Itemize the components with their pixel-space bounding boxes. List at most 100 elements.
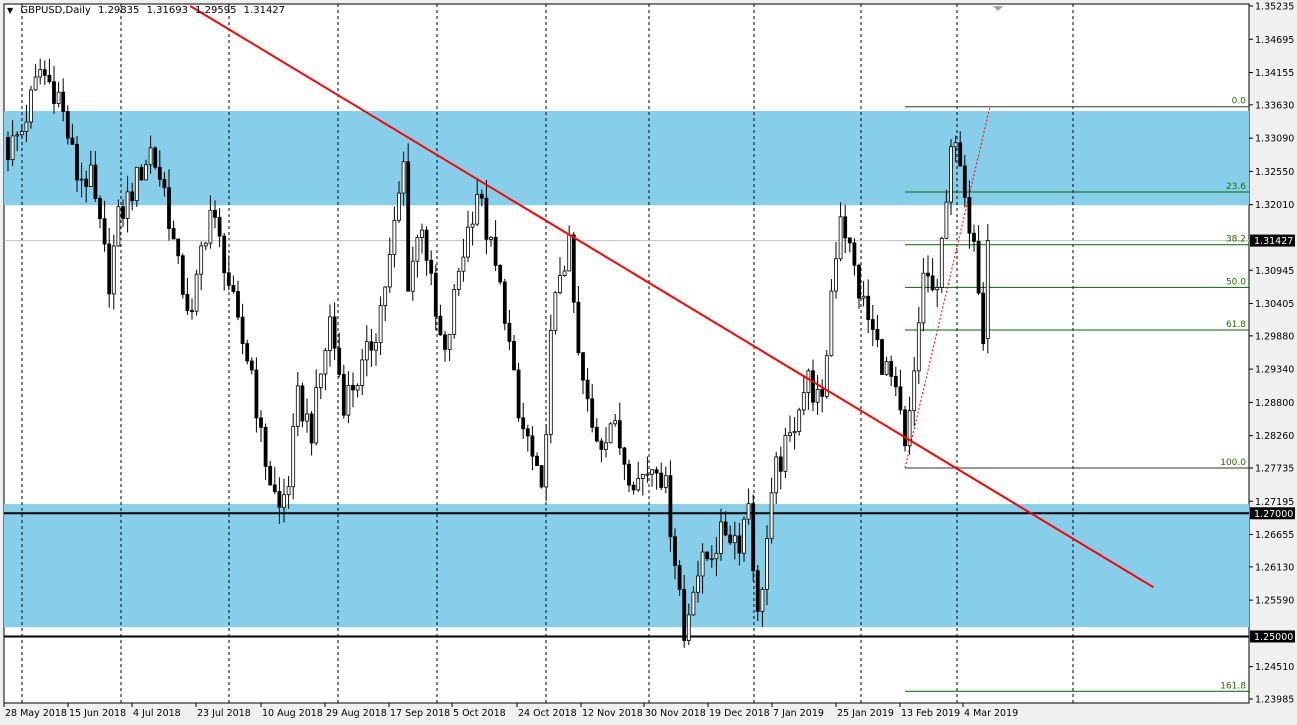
bearish-candle	[369, 341, 374, 351]
bearish-candle	[272, 484, 277, 492]
price-marker-label: 1.27000	[1254, 509, 1293, 520]
bullish-candle	[939, 237, 944, 288]
bullish-candle	[79, 178, 84, 181]
bullish-candle	[199, 245, 204, 275]
bearish-candle	[236, 291, 240, 318]
bearish-candle	[668, 475, 673, 538]
open-price: 1.29835	[98, 5, 140, 16]
bearish-candle	[484, 197, 489, 240]
bullish-candle	[470, 223, 475, 228]
bearish-candle	[139, 166, 144, 181]
bearish-candle	[268, 465, 273, 486]
bullish-candle	[291, 426, 296, 488]
bearish-candle	[622, 447, 627, 465]
bullish-candle	[125, 191, 130, 219]
bearish-candle	[581, 352, 585, 381]
price-tick-label: 1.25590	[1255, 596, 1294, 607]
bearish-candle	[185, 293, 190, 311]
bearish-candle	[130, 191, 135, 202]
date-label: 25 Jan 2019	[837, 708, 894, 719]
bearish-candle	[433, 272, 438, 317]
bullish-candle	[392, 219, 397, 255]
bearish-candle	[217, 216, 222, 237]
bullish-candle	[921, 272, 926, 324]
bullish-candle	[792, 431, 797, 434]
bullish-candle	[769, 492, 774, 540]
bearish-candle	[677, 565, 682, 590]
bullish-candle	[295, 385, 300, 427]
bullish-candle	[116, 206, 121, 247]
bullish-candle	[815, 388, 820, 403]
collapse-triangle-icon[interactable]: ▼	[7, 6, 14, 15]
bullish-candle	[387, 254, 392, 288]
bearish-candle	[249, 360, 254, 371]
bullish-candle	[364, 341, 369, 361]
bullish-candle	[15, 134, 20, 137]
price-tick-label: 1.28260	[1255, 431, 1294, 442]
bullish-candle	[719, 521, 723, 554]
bearish-candle	[351, 384, 355, 391]
bullish-candle	[314, 387, 319, 444]
bearish-candle	[107, 243, 112, 295]
price-tick-label: 1.23985	[1255, 695, 1294, 706]
bearish-candle	[121, 206, 125, 219]
bullish-candle	[760, 588, 765, 612]
bullish-candle	[24, 121, 29, 132]
bearish-candle	[852, 242, 857, 266]
bearish-candle	[502, 281, 507, 324]
bearish-candle	[857, 264, 861, 299]
price-tick-label: 1.29880	[1255, 331, 1294, 342]
bullish-candle	[318, 373, 323, 388]
bearish-candle	[102, 218, 107, 245]
bearish-candle	[226, 272, 231, 286]
date-label: 28 May 2018	[5, 708, 67, 719]
bullish-candle	[323, 350, 328, 375]
bullish-candle	[374, 342, 378, 351]
bearish-candle	[599, 440, 604, 450]
bearish-candle	[424, 229, 429, 261]
bullish-candle	[806, 370, 811, 394]
bearish-candle	[438, 315, 443, 336]
bearish-candle	[167, 187, 171, 229]
bullish-candle	[797, 409, 802, 432]
bearish-candle	[245, 343, 250, 362]
bearish-candle	[958, 142, 963, 167]
bearish-candle	[889, 361, 894, 377]
date-label: 15 Jun 2018	[69, 708, 126, 719]
bearish-candle	[847, 237, 852, 244]
bullish-candle	[650, 469, 654, 475]
bearish-candle	[153, 147, 158, 168]
bullish-candle	[346, 384, 351, 416]
bearish-candle	[571, 234, 576, 303]
chart-shift-marker-icon[interactable]	[993, 6, 1003, 11]
bearish-candle	[47, 74, 52, 83]
bearish-candle	[429, 259, 434, 274]
bullish-candle	[378, 305, 383, 343]
fib-level-label: 38.2	[1226, 235, 1246, 245]
bearish-candle	[157, 166, 162, 180]
bearish-candle	[332, 316, 337, 349]
bearish-candle	[162, 179, 167, 189]
bearish-candle	[176, 238, 181, 257]
bearish-candle	[751, 503, 756, 572]
chart-title: ▼ GBPUSD,Daily 1.29835 1.31693 1.29595 1…	[7, 5, 289, 16]
close-price: 1.31427	[243, 5, 286, 16]
date-label: 29 Aug 2018	[326, 708, 387, 719]
bullish-candle	[861, 295, 866, 299]
bearish-candle	[525, 428, 530, 437]
fib-level-label: 100.0	[1220, 458, 1246, 468]
support-resistance-zone	[4, 111, 1249, 206]
bullish-candle	[742, 518, 746, 554]
date-label: 23 Jul 2018	[197, 708, 251, 719]
bullish-candle	[691, 591, 696, 616]
fib-level-label: 50.0	[1226, 277, 1246, 287]
date-label: 4 Mar 2019	[964, 708, 1018, 719]
bullish-candle	[19, 131, 24, 136]
bearish-candle	[180, 255, 185, 295]
bullish-candle	[783, 435, 788, 472]
bullish-candle	[148, 147, 153, 166]
bearish-candle	[98, 198, 102, 220]
bullish-candle	[558, 275, 562, 294]
bullish-candle	[410, 260, 415, 292]
